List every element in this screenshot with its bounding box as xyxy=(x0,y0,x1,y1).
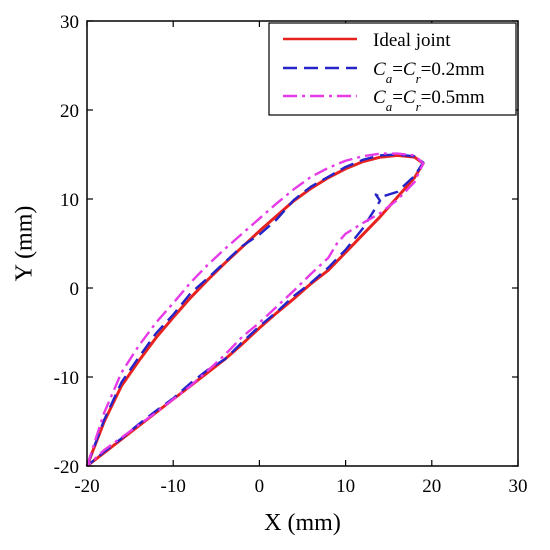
x-tick-label: 30 xyxy=(509,476,528,497)
legend-2-c-r: C xyxy=(403,87,416,108)
y-tick-label: -20 xyxy=(54,457,79,478)
legend-label-clearance-0-2: Ca=Cr=0.2mm xyxy=(373,59,485,86)
y-tick-label: 30 xyxy=(60,12,79,33)
y-tick-label: 10 xyxy=(60,190,79,211)
legend-2-eq: = xyxy=(392,87,403,108)
legend-2-value: =0.5mm xyxy=(421,87,485,108)
series-line-1 xyxy=(85,153,425,467)
legend-1-sub-a: a xyxy=(386,71,393,86)
y-tick-label: 20 xyxy=(60,101,79,122)
legend-1-sub-r: r xyxy=(416,71,422,86)
legend-2-sub-r: r xyxy=(416,99,422,114)
x-axis-label: X (mm) xyxy=(264,510,341,536)
y-tick-label: -10 xyxy=(54,368,79,389)
plot-lines xyxy=(85,152,425,468)
y-axis-label: Y (mm) xyxy=(12,206,38,282)
legend-1-c-a: C xyxy=(373,59,386,80)
plot-frame xyxy=(86,20,519,467)
legend-2-c-a: C xyxy=(373,87,386,108)
axis-tick-labels: -20 -10 0 10 20 30 -20 -10 0 10 20 30 xyxy=(54,12,528,497)
legend-2-sub-a: a xyxy=(386,99,393,114)
x-tick-label: 20 xyxy=(422,476,441,497)
series-line-2 xyxy=(85,152,425,467)
legend-1-c-r: C xyxy=(403,59,416,80)
series-line-0 xyxy=(85,153,425,468)
x-tick-label: 10 xyxy=(336,476,355,497)
x-tick-label: 0 xyxy=(255,476,265,497)
legend-1-value: =0.2mm xyxy=(421,59,485,80)
x-tick-label: -20 xyxy=(74,476,99,497)
y-tick-label: 0 xyxy=(70,279,80,300)
legend-label-clearance-0-5: Ca=Cr=0.5mm xyxy=(373,87,485,114)
legend: Ideal joint Ca=Cr=0.2mm Ca=Cr=0.5mm xyxy=(268,22,517,116)
legend-label-ideal-joint: Ideal joint xyxy=(373,30,451,51)
legend-1-eq: = xyxy=(392,59,403,80)
x-tick-label: -10 xyxy=(161,476,186,497)
